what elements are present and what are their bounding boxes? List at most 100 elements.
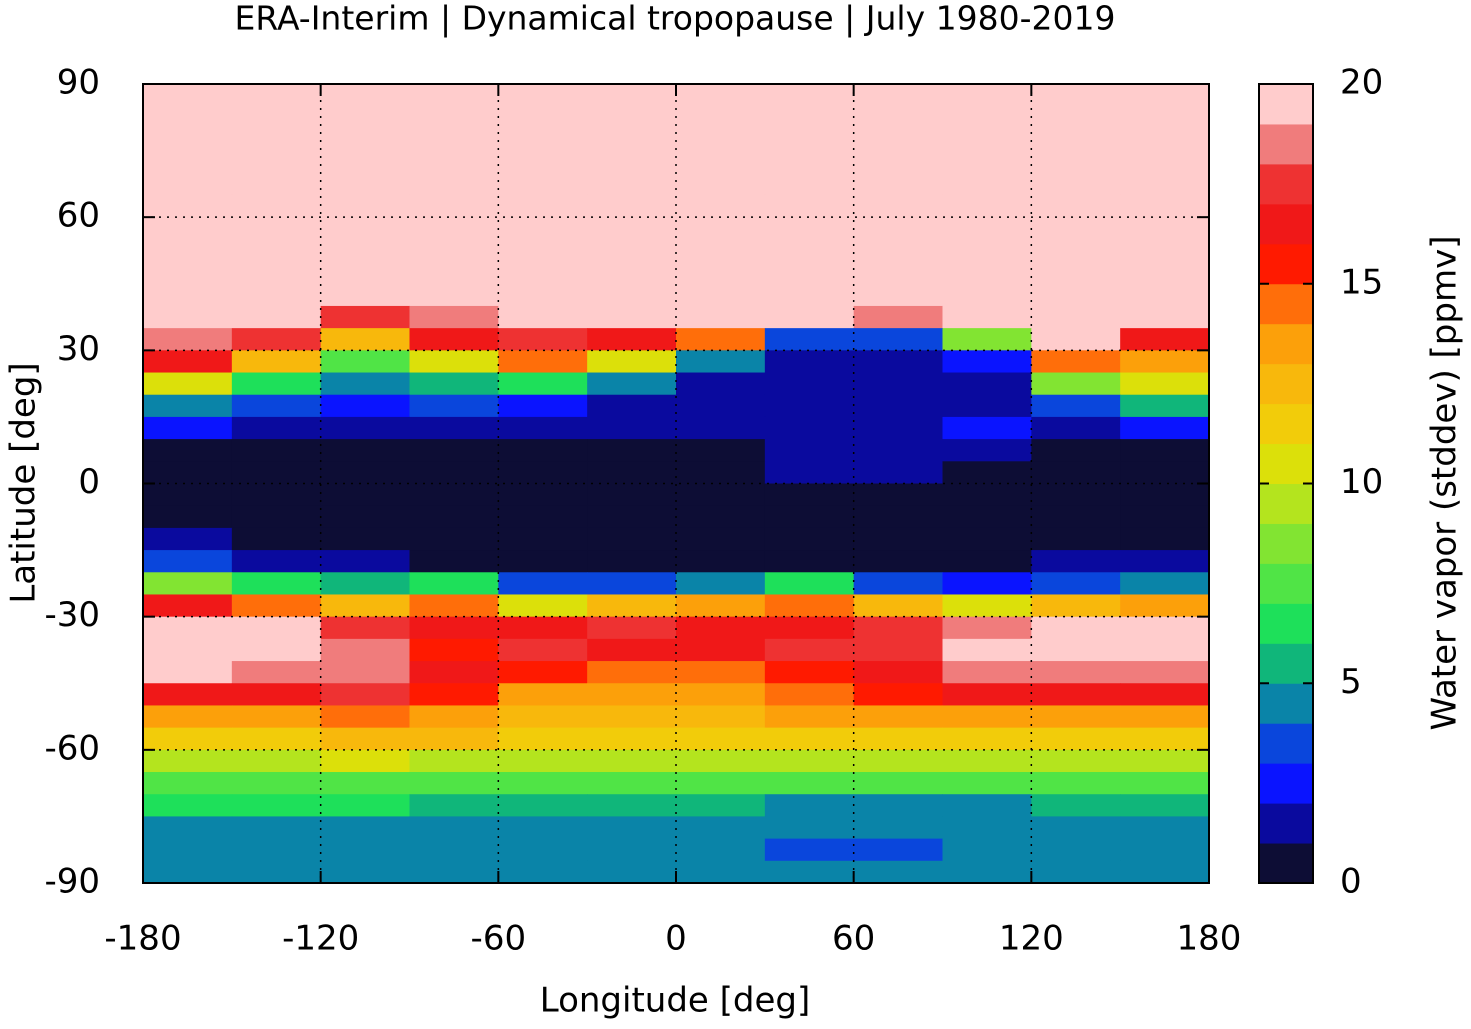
cell [409, 305, 499, 329]
cell [231, 527, 322, 551]
cell [231, 172, 322, 196]
y-axis-label: Latitude [deg] [4, 362, 44, 603]
cell [587, 527, 677, 551]
plot-frame [142, 83, 1210, 884]
cell [320, 638, 410, 662]
cell [853, 305, 943, 329]
x-tick-label: 180 [1177, 919, 1242, 959]
colorbar-tick-label: 5 [1340, 662, 1362, 702]
cell [143, 838, 233, 862]
cell [853, 816, 943, 840]
cell [498, 616, 588, 640]
x-tick-label: 0 [665, 919, 687, 959]
cell [143, 128, 233, 152]
cell [143, 661, 233, 684]
cell [1031, 150, 1121, 174]
cell [143, 860, 233, 884]
cell [231, 661, 322, 684]
cell [942, 328, 1032, 351]
cell [409, 128, 499, 152]
cell [1031, 261, 1121, 285]
cell [409, 350, 499, 374]
cell [942, 150, 1032, 174]
colorbar-tick-label: 10 [1340, 462, 1383, 502]
cell [587, 416, 677, 440]
cell [676, 461, 766, 484]
cell [1120, 261, 1210, 285]
cell [1120, 749, 1210, 773]
cell [853, 194, 943, 218]
cell [942, 372, 1032, 396]
colorbar-swatch [1259, 123, 1313, 165]
y-tick-label: 60 [57, 196, 100, 236]
cell [587, 439, 677, 462]
cell [942, 749, 1032, 773]
cell [143, 106, 233, 129]
cell [1031, 128, 1121, 152]
colorbar-tick-label: 0 [1340, 862, 1362, 902]
cell [143, 727, 233, 751]
cell [409, 772, 499, 795]
cell [587, 860, 677, 884]
cell [942, 683, 1032, 706]
cell [409, 749, 499, 773]
cell [587, 483, 677, 507]
cell [498, 483, 588, 507]
cell [853, 239, 943, 263]
cell [853, 372, 943, 396]
cell [320, 372, 410, 396]
cell [231, 194, 322, 218]
cell [676, 239, 766, 263]
cell [764, 328, 855, 351]
cell [1031, 483, 1121, 507]
cell [1031, 594, 1121, 618]
cell [1031, 705, 1121, 729]
cell [231, 439, 322, 462]
cell [676, 683, 766, 706]
cell [320, 84, 410, 107]
cell [1120, 372, 1210, 396]
cell [143, 705, 233, 729]
cell [1120, 550, 1210, 573]
cell [587, 705, 677, 729]
cell [1120, 328, 1210, 351]
cell [587, 172, 677, 196]
cell [1120, 527, 1210, 551]
cell [320, 683, 410, 706]
cell [853, 594, 943, 618]
cell [853, 683, 943, 706]
cell [587, 461, 677, 484]
cell [853, 527, 943, 551]
cell [853, 794, 943, 817]
cell [764, 838, 855, 862]
cell [1120, 616, 1210, 640]
cell [498, 527, 588, 551]
cell [409, 439, 499, 462]
cell [498, 372, 588, 396]
cell [320, 439, 410, 462]
cell [676, 217, 766, 240]
cell [764, 217, 855, 240]
cell [942, 483, 1032, 507]
cell [143, 816, 233, 840]
cell [1120, 838, 1210, 862]
cell [676, 128, 766, 152]
cell [764, 439, 855, 462]
cell [1120, 727, 1210, 751]
cell [409, 638, 499, 662]
cell [1120, 572, 1210, 595]
cell [143, 616, 233, 640]
colorbar-swatch [1259, 643, 1313, 684]
cell [231, 727, 322, 751]
cell [942, 394, 1032, 418]
cell [498, 727, 588, 751]
cell [143, 594, 233, 618]
cell [498, 172, 588, 196]
cell [942, 860, 1032, 884]
cell [231, 461, 322, 484]
cell [498, 505, 588, 529]
cell [409, 394, 499, 418]
colorbar-swatch [1259, 683, 1313, 724]
cell [409, 594, 499, 618]
colorbar-swatch [1259, 723, 1313, 764]
